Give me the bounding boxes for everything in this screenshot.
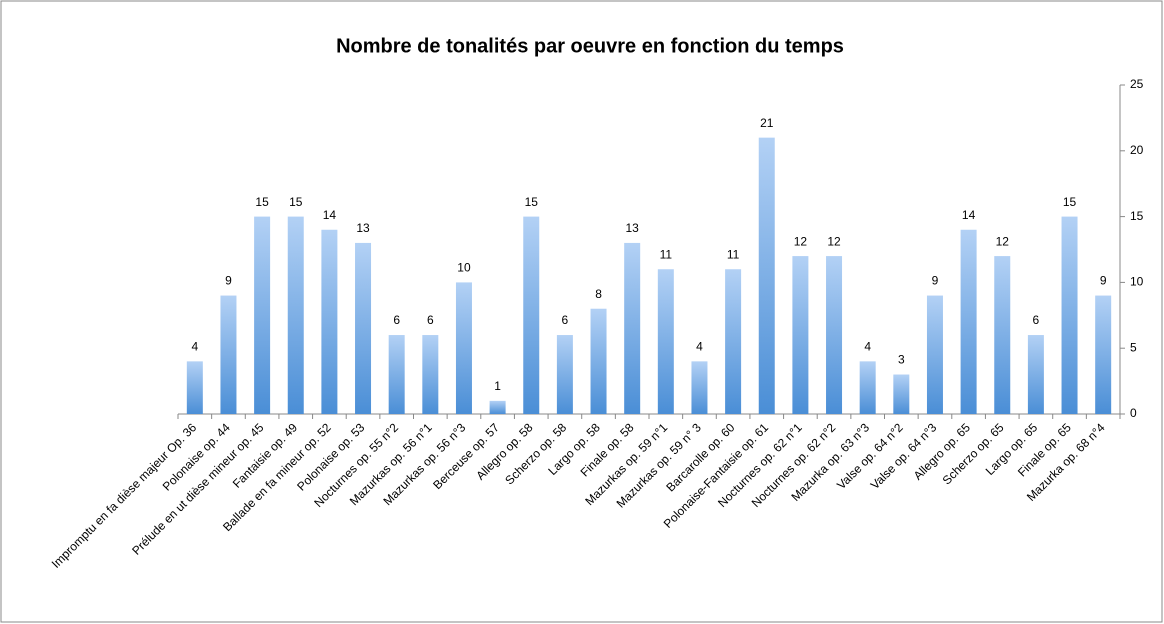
data-label: 11: [727, 247, 740, 261]
bar: [859, 361, 876, 414]
bar: [388, 335, 405, 414]
bar: [254, 216, 271, 414]
data-label: 6: [393, 313, 400, 327]
bar: [624, 242, 641, 414]
data-label: 4: [191, 340, 198, 354]
bar: [1095, 295, 1112, 414]
bar: [422, 335, 439, 414]
y-tick-label: 20: [1130, 143, 1144, 157]
data-label: 3: [898, 353, 905, 367]
bar: [355, 242, 372, 414]
bar: [489, 400, 506, 414]
data-label: 4: [864, 340, 871, 354]
data-label: 15: [255, 195, 269, 209]
bar: [960, 229, 977, 414]
bar: [1061, 216, 1078, 414]
data-label: 9: [932, 274, 939, 288]
y-tick-label: 25: [1130, 77, 1144, 91]
data-label: 12: [827, 234, 841, 248]
y-tick-label: 10: [1130, 275, 1144, 289]
data-label: 14: [962, 208, 976, 222]
data-label: 6: [427, 313, 434, 327]
bar: [893, 374, 910, 414]
data-label: 13: [356, 221, 370, 235]
bar: [556, 335, 573, 414]
bar: [455, 282, 472, 414]
bar: [220, 295, 237, 414]
bar: [321, 229, 338, 414]
data-label: 15: [1063, 195, 1077, 209]
y-tick-label: 5: [1130, 340, 1137, 354]
data-label: 11: [660, 247, 673, 261]
y-tick-label: 0: [1130, 406, 1137, 420]
data-label: 15: [525, 195, 539, 209]
data-label: 14: [323, 208, 337, 222]
data-label: 6: [1033, 313, 1040, 327]
data-label: 12: [996, 234, 1010, 248]
bar: [691, 361, 708, 414]
bar: [826, 256, 843, 414]
data-label: 4: [696, 340, 703, 354]
data-label: 12: [794, 234, 808, 248]
data-label: 10: [457, 261, 471, 275]
bar: [186, 361, 203, 414]
bar: [590, 308, 607, 414]
bar: [287, 216, 304, 414]
data-label: 15: [289, 195, 303, 209]
bar: [994, 256, 1011, 414]
data-label: 1: [494, 379, 501, 393]
bar: [926, 295, 943, 414]
data-label: 8: [595, 287, 602, 301]
chart-title: Nombre de tonalités par oeuvre en foncti…: [336, 35, 844, 57]
bar: [523, 216, 540, 414]
y-tick-label: 15: [1130, 209, 1144, 223]
bar: [1027, 335, 1044, 414]
data-label: 21: [760, 116, 774, 130]
data-label: 13: [625, 221, 639, 235]
data-label: 9: [225, 274, 232, 288]
data-label: 6: [562, 313, 569, 327]
data-label: 9: [1100, 274, 1107, 288]
bar: [725, 269, 742, 414]
bar: [758, 137, 775, 414]
bar: [792, 256, 809, 414]
bar: [657, 269, 674, 414]
